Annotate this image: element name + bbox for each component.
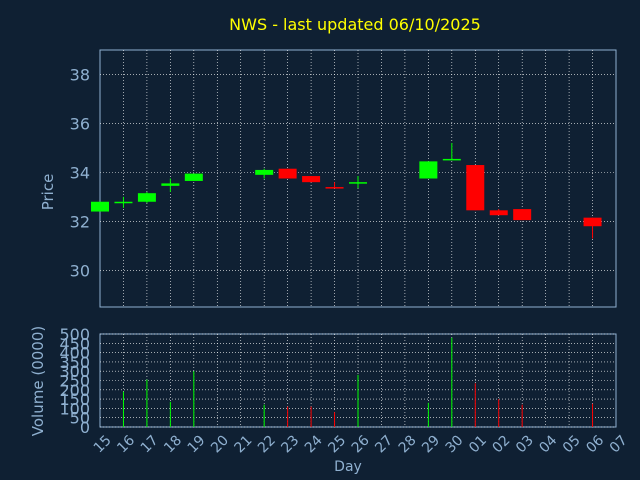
day-tick-label: 02 [490, 432, 514, 456]
day-tick-label: 24 [302, 432, 326, 456]
price-y-ticks: 30 32 34 36 38 [70, 65, 90, 280]
day-tick-label: 17 [138, 432, 162, 456]
day-tick-label: 19 [185, 432, 209, 456]
candle-body [489, 210, 508, 216]
volume-y-tick-label: 150 [59, 390, 90, 409]
chart-title: NWS - last updated 06/10/2025 [229, 15, 481, 34]
day-tick-label: 20 [208, 432, 232, 456]
x-axis-label: Day [334, 459, 362, 475]
candle-body [583, 217, 602, 227]
volume-y-tick-label: 500 [59, 325, 90, 344]
day-tick-label: 22 [255, 432, 279, 456]
day-tick-label: 28 [396, 432, 420, 456]
price-y-axis-label: Price [39, 174, 57, 211]
volume-y-axis-label: Volume (0000) [29, 326, 47, 436]
volume-y-tick-label: 350 [59, 353, 90, 372]
candle-body [513, 209, 532, 221]
candle-body [466, 165, 485, 211]
price-y-tick-label: 32 [70, 212, 90, 231]
volume-y-tick-label: 200 [59, 381, 90, 400]
day-tick-label: 18 [161, 432, 185, 456]
day-tick-label: 29 [419, 432, 443, 456]
price-grid [100, 50, 616, 307]
price-y-tick-label: 36 [70, 114, 90, 133]
candle-body [325, 187, 344, 189]
candle-body [184, 173, 203, 181]
volume-y-tick-label: 300 [59, 362, 90, 381]
day-tick-label: 06 [583, 432, 607, 456]
volume-y-tick-label: 0 [80, 418, 90, 437]
volume-y-tick-label: 450 [59, 334, 90, 353]
day-tick-label: 26 [349, 432, 373, 456]
candle-body [137, 193, 156, 202]
day-tick-label: 05 [560, 432, 584, 456]
candle-body [302, 176, 321, 183]
candle-body [442, 158, 461, 161]
day-tick-label: 07 [607, 432, 631, 456]
day-tick-label: 23 [278, 432, 302, 456]
price-y-tick-label: 30 [70, 261, 90, 280]
day-tick-label: 03 [513, 432, 537, 456]
price-y-tick-label: 34 [70, 163, 90, 182]
volume-bars [122, 337, 594, 427]
price-y-tick-label: 38 [70, 65, 90, 84]
candle-body [349, 182, 367, 184]
candle-body [114, 201, 133, 204]
volume-y-tick-label: 400 [59, 344, 90, 363]
candle-body [161, 183, 180, 186]
candlesticks [91, 143, 602, 239]
volume-y-tick-label: 100 [59, 399, 90, 418]
day-tick-label: 30 [443, 432, 467, 456]
volume-y-tick-label: 50 [70, 409, 90, 428]
candle-body [419, 161, 438, 179]
day-tick-label: 15 [91, 432, 115, 456]
candle-body [278, 168, 297, 179]
volume-y-tick-label: 250 [59, 372, 90, 391]
day-tick-label: 27 [372, 432, 396, 456]
candle-body [91, 201, 109, 212]
day-tick-label: 01 [466, 432, 490, 456]
day-tick-label: 16 [114, 432, 138, 456]
day-x-ticks: 15 16 17 18 19 20 21 22 23 24 25 26 27 28 29 30 01 02 03 04… [91, 432, 631, 456]
day-tick-label: 04 [536, 432, 560, 456]
day-tick-label: 21 [232, 432, 256, 456]
day-tick-label: 25 [325, 432, 349, 456]
candle-body [255, 169, 274, 175]
